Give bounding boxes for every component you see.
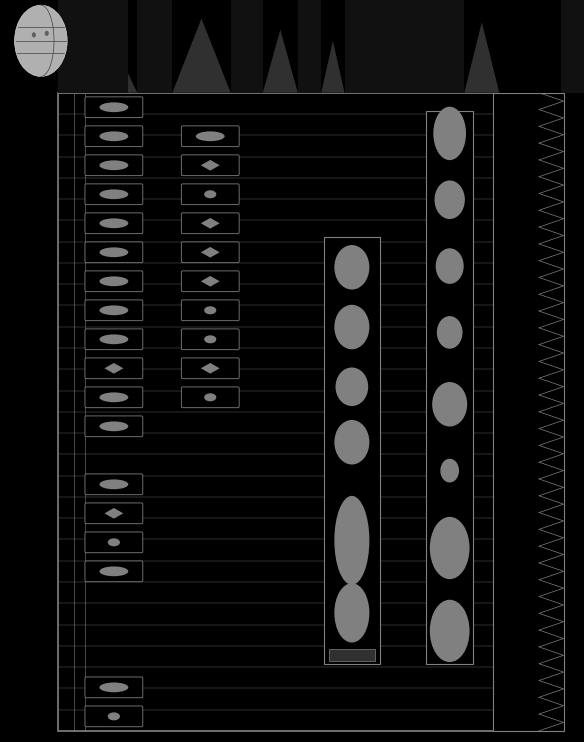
- Ellipse shape: [99, 102, 128, 112]
- FancyBboxPatch shape: [181, 184, 239, 205]
- Bar: [298, 0, 321, 93]
- Polygon shape: [105, 508, 123, 519]
- Ellipse shape: [432, 382, 467, 427]
- Ellipse shape: [99, 131, 128, 141]
- Ellipse shape: [99, 276, 128, 286]
- FancyBboxPatch shape: [181, 329, 239, 349]
- FancyBboxPatch shape: [85, 300, 142, 321]
- FancyBboxPatch shape: [85, 677, 142, 697]
- Polygon shape: [321, 41, 345, 93]
- Ellipse shape: [99, 160, 128, 170]
- FancyBboxPatch shape: [85, 358, 142, 378]
- Ellipse shape: [44, 30, 48, 36]
- Ellipse shape: [99, 421, 128, 431]
- Ellipse shape: [99, 393, 128, 402]
- FancyBboxPatch shape: [85, 184, 142, 205]
- Polygon shape: [263, 30, 298, 93]
- FancyBboxPatch shape: [85, 155, 142, 176]
- Polygon shape: [464, 22, 499, 93]
- FancyBboxPatch shape: [85, 271, 142, 292]
- FancyBboxPatch shape: [85, 532, 142, 553]
- FancyBboxPatch shape: [181, 126, 239, 147]
- Polygon shape: [201, 363, 220, 374]
- Ellipse shape: [99, 566, 128, 577]
- FancyBboxPatch shape: [85, 213, 142, 234]
- Ellipse shape: [99, 306, 128, 315]
- FancyBboxPatch shape: [181, 300, 239, 321]
- FancyBboxPatch shape: [85, 416, 142, 437]
- Bar: [58, 0, 128, 93]
- Ellipse shape: [430, 517, 470, 580]
- Polygon shape: [201, 276, 220, 286]
- Ellipse shape: [204, 393, 216, 401]
- Ellipse shape: [99, 683, 128, 692]
- Ellipse shape: [437, 316, 463, 349]
- Ellipse shape: [433, 107, 466, 160]
- Ellipse shape: [334, 496, 370, 585]
- Ellipse shape: [15, 5, 67, 76]
- Bar: [426, 111, 473, 664]
- Ellipse shape: [334, 420, 370, 464]
- Polygon shape: [201, 247, 220, 257]
- Ellipse shape: [440, 459, 459, 482]
- Ellipse shape: [204, 335, 216, 344]
- Ellipse shape: [99, 189, 128, 199]
- FancyBboxPatch shape: [181, 271, 239, 292]
- FancyBboxPatch shape: [85, 387, 142, 407]
- Ellipse shape: [434, 180, 465, 219]
- Ellipse shape: [430, 600, 470, 662]
- Ellipse shape: [334, 305, 370, 349]
- FancyBboxPatch shape: [85, 706, 142, 726]
- Polygon shape: [105, 363, 123, 374]
- FancyBboxPatch shape: [181, 387, 239, 407]
- Bar: [137, 0, 172, 93]
- FancyBboxPatch shape: [85, 474, 142, 495]
- Polygon shape: [70, 19, 137, 93]
- Polygon shape: [201, 218, 220, 229]
- Bar: [324, 237, 380, 664]
- Ellipse shape: [99, 335, 128, 344]
- Ellipse shape: [204, 306, 216, 315]
- Bar: [329, 649, 375, 661]
- Ellipse shape: [32, 32, 36, 37]
- Bar: [58, 93, 531, 731]
- FancyBboxPatch shape: [85, 503, 142, 524]
- FancyBboxPatch shape: [85, 561, 142, 582]
- FancyBboxPatch shape: [85, 242, 142, 263]
- FancyBboxPatch shape: [181, 213, 239, 234]
- Ellipse shape: [108, 539, 120, 546]
- FancyBboxPatch shape: [85, 329, 142, 349]
- Ellipse shape: [108, 712, 120, 720]
- Ellipse shape: [335, 367, 368, 406]
- Ellipse shape: [204, 190, 216, 198]
- Polygon shape: [201, 160, 220, 171]
- Ellipse shape: [99, 479, 128, 489]
- Ellipse shape: [99, 247, 128, 257]
- Bar: [493, 93, 564, 731]
- FancyBboxPatch shape: [85, 126, 142, 147]
- Bar: [345, 0, 464, 93]
- Bar: [58, 0, 578, 93]
- Ellipse shape: [436, 249, 464, 284]
- FancyBboxPatch shape: [181, 242, 239, 263]
- Ellipse shape: [334, 583, 370, 643]
- Ellipse shape: [334, 245, 370, 289]
- Ellipse shape: [99, 218, 128, 229]
- Polygon shape: [172, 19, 231, 93]
- Bar: [231, 0, 263, 93]
- FancyBboxPatch shape: [181, 358, 239, 378]
- FancyBboxPatch shape: [85, 97, 142, 118]
- FancyBboxPatch shape: [181, 155, 239, 176]
- Ellipse shape: [196, 131, 225, 141]
- Bar: [561, 0, 584, 93]
